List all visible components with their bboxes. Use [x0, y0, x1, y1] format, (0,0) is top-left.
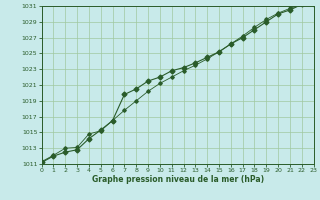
- X-axis label: Graphe pression niveau de la mer (hPa): Graphe pression niveau de la mer (hPa): [92, 175, 264, 184]
